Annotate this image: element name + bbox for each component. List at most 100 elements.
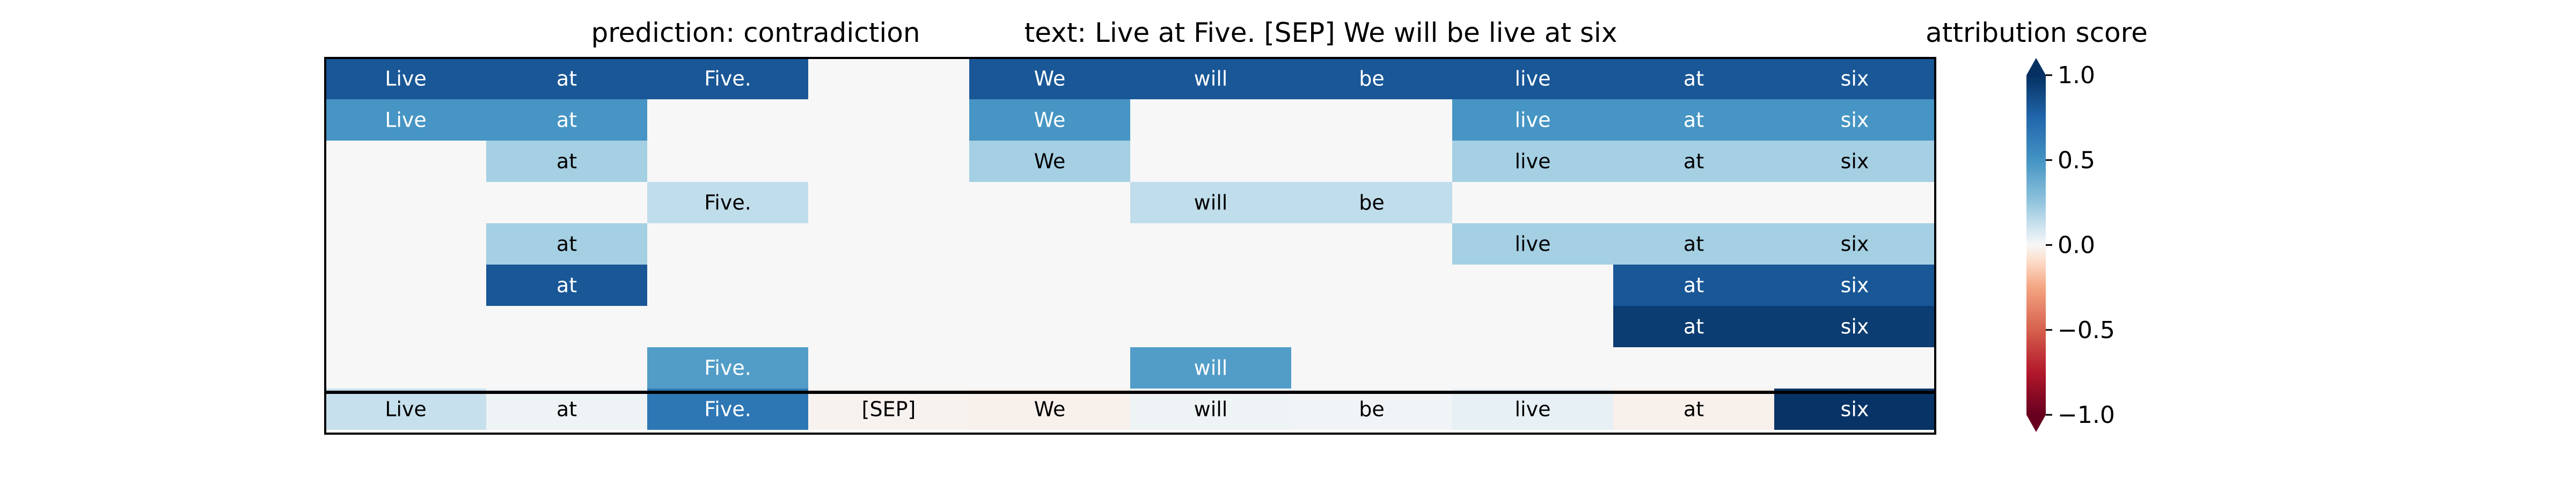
heatmap-cell [325,141,486,182]
summary-token-label: at [1684,398,1704,421]
heatmap-frame [324,57,1936,435]
heatmap-cell [647,58,808,99]
heatmap-cell [808,306,969,347]
text-title: text: Live at Five. [SEP] We will be liv… [1024,17,1618,48]
colorbar-tick-label: −0.5 [2058,317,2115,344]
heatmap-cell [1291,223,1452,265]
heatmap-cell [325,306,486,347]
cell-token-label: live [1515,232,1551,256]
heatmap-cell [1130,141,1291,182]
heatmap-cell [325,182,486,223]
colorbar-tick-label: 1.0 [2058,62,2095,89]
heatmap-cell [808,99,969,141]
heatmap-cell [1291,141,1452,182]
heatmap-cell [1774,347,1935,389]
heatmap-cell [486,99,647,141]
heatmap-cell [647,347,808,389]
cell-token-label: live [1515,67,1551,91]
cell-token-label: at [1684,67,1704,91]
heatmap-cell [486,306,647,347]
heatmap-cell [1130,306,1291,347]
summary-token-label: at [557,398,577,421]
heatmap-cell [647,223,808,265]
heatmap-cell [1130,265,1291,306]
heatmap-cell [1613,58,1774,99]
cell-token-label: six [1841,315,1869,339]
heatmap-cell [1774,265,1935,306]
cell-token-label: at [557,274,577,297]
heatmap-cell [647,99,808,141]
heatmap-cell [969,223,1130,265]
colorbar-tick-label: 0.0 [2058,232,2095,259]
summary-cell [325,389,486,430]
heatmap-cell [486,58,647,99]
summary-cell [969,389,1130,430]
cell-token-label: six [1841,232,1869,256]
heatmap-cell [1291,347,1452,389]
heatmap-cell [1613,306,1774,347]
heatmap-cell [808,141,969,182]
colorbar-extend-min [2026,415,2046,432]
cell-token-label: six [1841,150,1869,173]
summary-token-label: We [1034,398,1066,421]
summary-cell [647,389,808,430]
cell-token-label: Five. [704,67,751,91]
heatmap-cell [808,347,969,389]
heatmap-cell [1130,223,1291,265]
heatmap-cell [808,223,969,265]
colorbar: 1.0 0.5 0.0 −0.5 −1.0 [2026,58,2115,432]
colorbar-tick-label: 0.5 [2058,147,2095,174]
heatmap-cell [1774,182,1935,223]
heatmap-cell [1452,306,1613,347]
heatmap-cell [1774,306,1935,347]
heatmap-cell [1130,347,1291,389]
heatmap-cell [647,306,808,347]
heatmap-cell [486,265,647,306]
heatmap-cell [1774,99,1935,141]
summary-cell [1774,389,1935,430]
heatmap-cell [1613,223,1774,265]
heatmap-cell [969,182,1130,223]
heatmap-cell [1452,347,1613,389]
cell-token-label: six [1841,274,1869,297]
cell-token-label: We [1034,108,1066,132]
summary-token-label: will [1194,398,1228,421]
cell-token-label: be [1359,67,1385,91]
cell-token-label: live [1515,150,1551,173]
heatmap-cell [1130,182,1291,223]
cell-token-label: at [1684,150,1704,173]
heatmap-cell [1452,99,1613,141]
cell-token-label: be [1359,191,1385,215]
colorbar-extend-max [2026,58,2046,75]
cell-token-label: at [1684,232,1704,256]
cell-token-label: at [1684,108,1704,132]
heatmap-cells [325,58,1935,430]
colorbar-title: attribution score [1926,17,2148,48]
heatmap-cell [647,265,808,306]
heatmap-cell [1613,347,1774,389]
cell-token-label: Live [385,67,427,91]
summary-cell [1452,389,1613,430]
cell-token-label: at [557,108,577,132]
summary-token-label: be [1359,398,1385,421]
heatmap-cell [969,306,1130,347]
cell-token-label: We [1034,67,1066,91]
cell-token-label: will [1194,67,1228,91]
summary-token-label: six [1841,398,1869,421]
heatmap-cell [325,58,486,99]
summary-cell [1291,389,1452,430]
cell-token-label: six [1841,108,1869,132]
cell-token-label: will [1194,191,1228,215]
heatmap-cell [1291,58,1452,99]
heatmap-cell [1613,99,1774,141]
cell-token-label: will [1194,356,1228,380]
colorbar-gradient [2026,75,2046,415]
heatmap-cell [1452,265,1613,306]
cell-token-label: at [557,67,577,91]
heatmap-cell [1291,182,1452,223]
heatmap-cell [1452,223,1613,265]
heatmap-cell [1613,265,1774,306]
heatmap-cell [325,347,486,389]
cell-token-label: at [557,232,577,256]
